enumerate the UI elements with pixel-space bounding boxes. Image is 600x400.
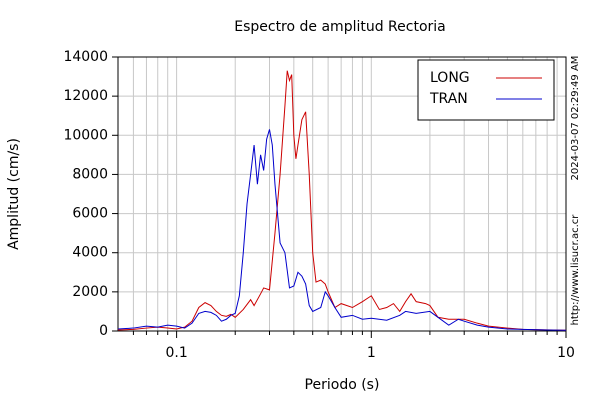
- y-tick-label: 12000: [63, 88, 108, 104]
- source-url: http://www.lisucr.ac.cr: [570, 214, 581, 326]
- legend-label: LONG: [430, 70, 470, 86]
- chart-title: Espectro de amplitud Rectoria: [234, 19, 446, 35]
- x-axis-label: Periodo (s): [305, 377, 380, 393]
- y-tick-label: 10000: [63, 127, 108, 143]
- x-tick-label: 10: [557, 345, 575, 361]
- series-line: [117, 129, 567, 331]
- x-tick-label: 0.1: [165, 345, 187, 361]
- x-tick-label: 1: [367, 345, 376, 361]
- legend-box: [417, 59, 555, 121]
- y-tick-label: 4000: [72, 245, 108, 261]
- y-axis-label: Amplitud (cm/s): [6, 138, 22, 250]
- timestamp: 2024-03-07 02:29:49 AM: [570, 56, 581, 181]
- y-tick-label: 6000: [72, 206, 108, 222]
- y-tick-label: 2000: [72, 284, 108, 300]
- y-tick-label: 0: [99, 323, 108, 339]
- plot-frame: [117, 56, 567, 332]
- y-tick-label: 14000: [63, 49, 108, 65]
- y-tick-label: 8000: [72, 166, 108, 182]
- legend-label: TRAN: [429, 91, 468, 107]
- series-line: [117, 70, 567, 331]
